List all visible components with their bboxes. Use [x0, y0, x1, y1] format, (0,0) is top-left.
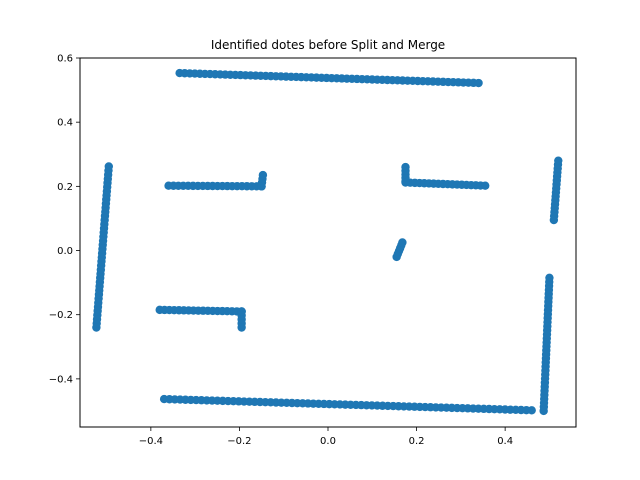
data-point [401, 162, 410, 172]
points-layer [92, 68, 563, 416]
y-tick-label: 0.6 [57, 54, 73, 65]
y-tick-label: −0.2 [49, 310, 73, 321]
data-point [545, 273, 554, 282]
x-tick-label: 0.2 [409, 436, 425, 447]
y-axis: −0.4 −0.2 0.0 0.2 0.4 0.6 [49, 54, 80, 385]
data-point [258, 170, 268, 180]
y-tick-label: −0.4 [49, 374, 73, 385]
x-tick-label: −0.2 [227, 436, 251, 447]
x-tick-label: 0.0 [320, 436, 336, 447]
data-point [481, 181, 490, 190]
chart-title: Identified dotes before Split and Merge [211, 38, 445, 52]
data-point [554, 156, 563, 165]
plot-area-frame [79, 57, 577, 428]
x-axis: −0.4 −0.2 0.0 0.2 0.4 [139, 427, 513, 447]
y-tick-label: 0.0 [57, 246, 73, 257]
x-tick-label: 0.4 [497, 436, 513, 447]
x-tick-label: −0.4 [139, 436, 163, 447]
y-tick-label: 0.2 [57, 182, 73, 193]
data-point [104, 162, 113, 171]
data-point [474, 78, 483, 88]
data-point [398, 238, 407, 247]
y-tick-label: 0.4 [57, 118, 73, 129]
data-point [527, 406, 536, 415]
data-point [237, 323, 246, 332]
